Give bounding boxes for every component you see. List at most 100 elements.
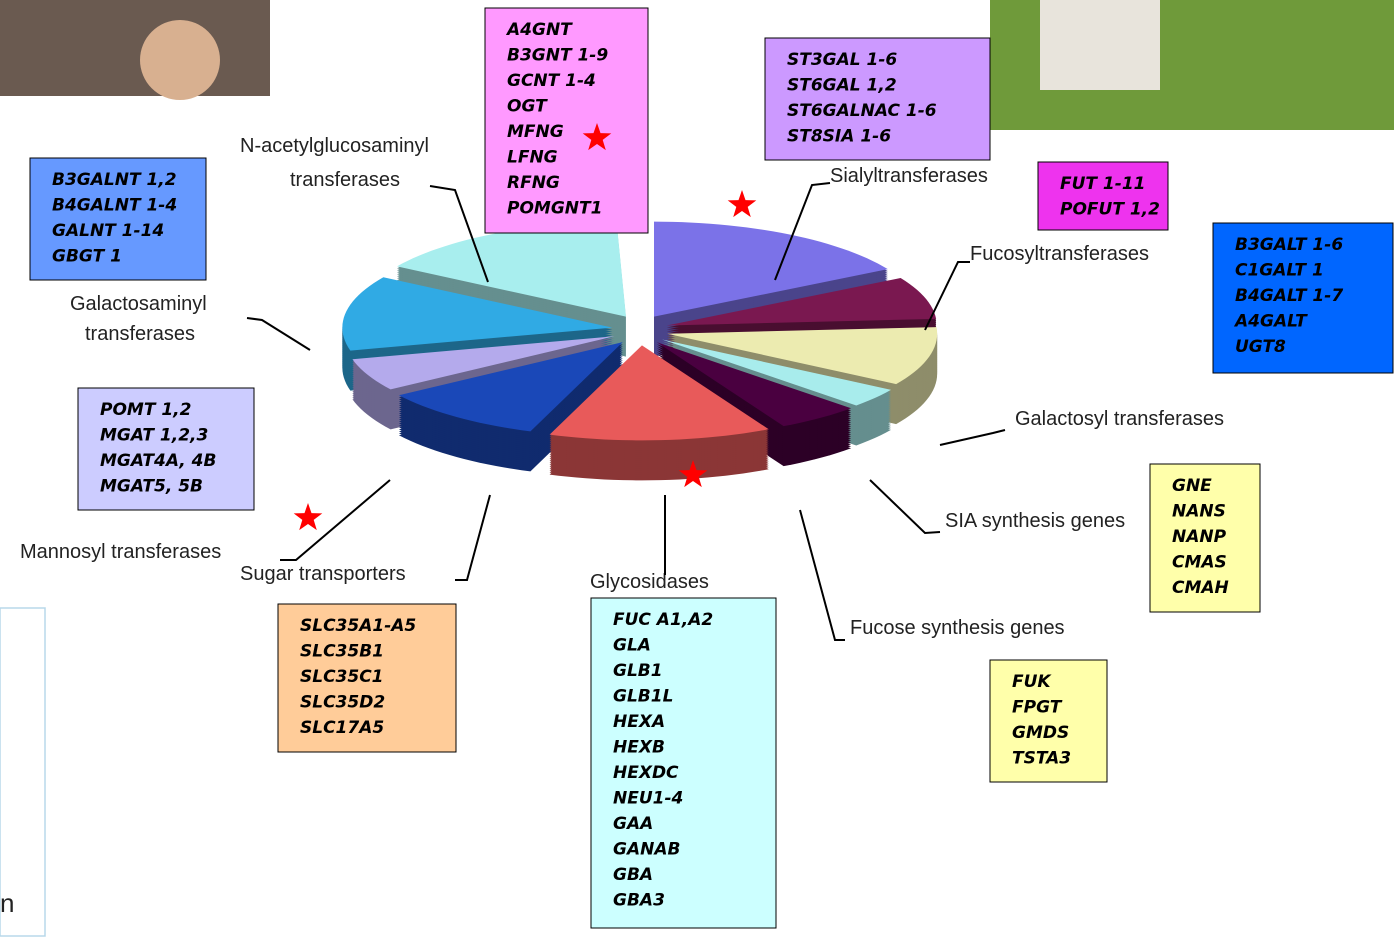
gene-name: GAA <box>613 814 653 834</box>
gene-box <box>77 387 255 511</box>
slice <box>549 345 769 441</box>
stars <box>293 123 757 531</box>
gene-name: GBGT 1 <box>52 247 122 267</box>
star <box>678 460 708 488</box>
leader-line <box>774 182 831 281</box>
slice <box>398 342 623 432</box>
gene-name: SLC35B1 <box>300 642 384 662</box>
gene-name: UGT8 <box>1235 337 1286 357</box>
gene-name: B3GNT 1-9 <box>507 46 608 66</box>
slice-label: Sialyltransferases <box>830 165 988 187</box>
slice-label: Glycosidases <box>590 571 709 593</box>
gene-name: B4GALT 1-7 <box>1235 286 1343 306</box>
gene-box <box>1037 161 1169 231</box>
gene-name: B4GALNT 1-4 <box>52 196 177 216</box>
gene-name: SLC35A1-A5 <box>300 616 416 636</box>
leader-line <box>246 317 311 351</box>
slice <box>397 221 626 317</box>
gene-name: HEXA <box>613 712 665 732</box>
leader-line <box>429 185 489 283</box>
gene-name: A4GALT <box>1233 312 1308 332</box>
star <box>727 190 757 218</box>
gene-name: GLB1L <box>613 687 673 707</box>
gene-name: A4GNT <box>505 20 573 40</box>
gene-name: HEXB <box>613 738 665 758</box>
gene-name: MGAT 1,2,3 <box>100 426 208 446</box>
gene-name: GMDS <box>1012 723 1069 743</box>
leader-line <box>799 509 845 641</box>
gene-box <box>590 597 777 929</box>
gene-box <box>1149 463 1261 613</box>
leader-line <box>869 479 941 535</box>
gene-name: POFUT 1,2 <box>1060 200 1160 220</box>
gene-name: FPGT <box>1012 698 1063 718</box>
gene-name: GLB1 <box>613 661 663 681</box>
gene-name: FUC A1,A2 <box>613 610 713 630</box>
gene-name: ST3GAL 1-6 <box>787 50 897 70</box>
leader-line <box>939 429 1006 446</box>
slice <box>352 336 615 390</box>
slice-label: Mannosyl transferases <box>20 541 221 563</box>
gene-name: POMT 1,2 <box>100 400 191 420</box>
gene-name: SLC35D2 <box>300 693 385 713</box>
gene-name: CMAS <box>1172 553 1227 573</box>
slice-label: Galactosyl transferases <box>1015 408 1224 430</box>
gene-box <box>277 603 457 753</box>
gene-name: FUT 1-11 <box>1060 174 1145 194</box>
gene-name: OGT <box>507 97 548 117</box>
gene-box <box>484 7 649 234</box>
gene-name: B3GALT 1-6 <box>1235 235 1343 255</box>
photo-face <box>140 20 220 100</box>
slice-label: SIA synthesis genes <box>945 510 1125 532</box>
leader-line <box>280 479 391 561</box>
slice-label: Fucose synthesis genes <box>850 617 1065 639</box>
gene-name: ST6GALNAC 1-6 <box>787 101 937 121</box>
fragment-text: n <box>0 888 14 918</box>
gene-name: NEU1-4 <box>613 789 683 809</box>
slice-label: transferases <box>290 169 400 191</box>
gene-name: GBA3 <box>613 891 665 911</box>
gene-box <box>29 157 207 281</box>
gene-name: RFNG <box>507 173 560 193</box>
slice <box>654 221 888 317</box>
gene-name: GANAB <box>613 840 680 860</box>
side-panel <box>0 607 46 937</box>
slice <box>662 339 892 406</box>
gene-name: ST6GAL 1,2 <box>787 76 897 96</box>
gene-name: GLA <box>613 636 651 656</box>
gene-boxes: A4GNT B3GNT 1-9 GCNT 1-4 OGT MFNG LFNG RFNG POM… <box>29 7 1394 929</box>
pie <box>342 221 938 481</box>
gene-name: FUK <box>1012 672 1052 692</box>
gene-name: MGAT4A, 4B <box>100 451 216 471</box>
slice-label: Fucosyltransferases <box>970 243 1149 265</box>
gene-name: NANP <box>1172 527 1227 547</box>
gene-box <box>989 659 1108 783</box>
gene-name: SLC17A5 <box>300 718 384 738</box>
slice <box>666 277 937 326</box>
gene-box <box>1212 222 1394 374</box>
gene-name: TSTA3 <box>1012 749 1071 769</box>
slice-label: N-acetylglucosaminyl <box>240 135 429 157</box>
slice <box>667 327 938 385</box>
gene-box <box>764 37 991 161</box>
gene-name: B3GALNT 1,2 <box>52 170 177 190</box>
gene-name: HEXDC <box>613 763 679 783</box>
gene-name: GALNT 1-14 <box>52 221 164 241</box>
slice <box>656 342 852 427</box>
star <box>582 123 612 151</box>
photo-cow-body <box>1040 0 1160 90</box>
gene-name: POMGNT1 <box>507 199 602 219</box>
slice-label: Galactosaminyl <box>70 293 207 315</box>
gene-name: LFNG <box>507 148 558 168</box>
gene-name: MGAT5, 5B <box>100 477 203 497</box>
leader-line <box>455 494 491 581</box>
gene-name: NANS <box>1172 502 1226 522</box>
labels: Sialyltransferases Fucosyltransferases Gal… <box>20 135 1224 641</box>
slice-label: Sugar transporters <box>240 563 406 585</box>
gene-name: ST8SIA 1-6 <box>787 127 891 147</box>
gene-name: MFNG <box>507 122 564 142</box>
gene-name: C1GALT 1 <box>1235 261 1324 281</box>
gene-name: CMAH <box>1172 578 1229 598</box>
gene-name: GCNT 1-4 <box>507 71 596 91</box>
leader-line <box>924 261 970 331</box>
